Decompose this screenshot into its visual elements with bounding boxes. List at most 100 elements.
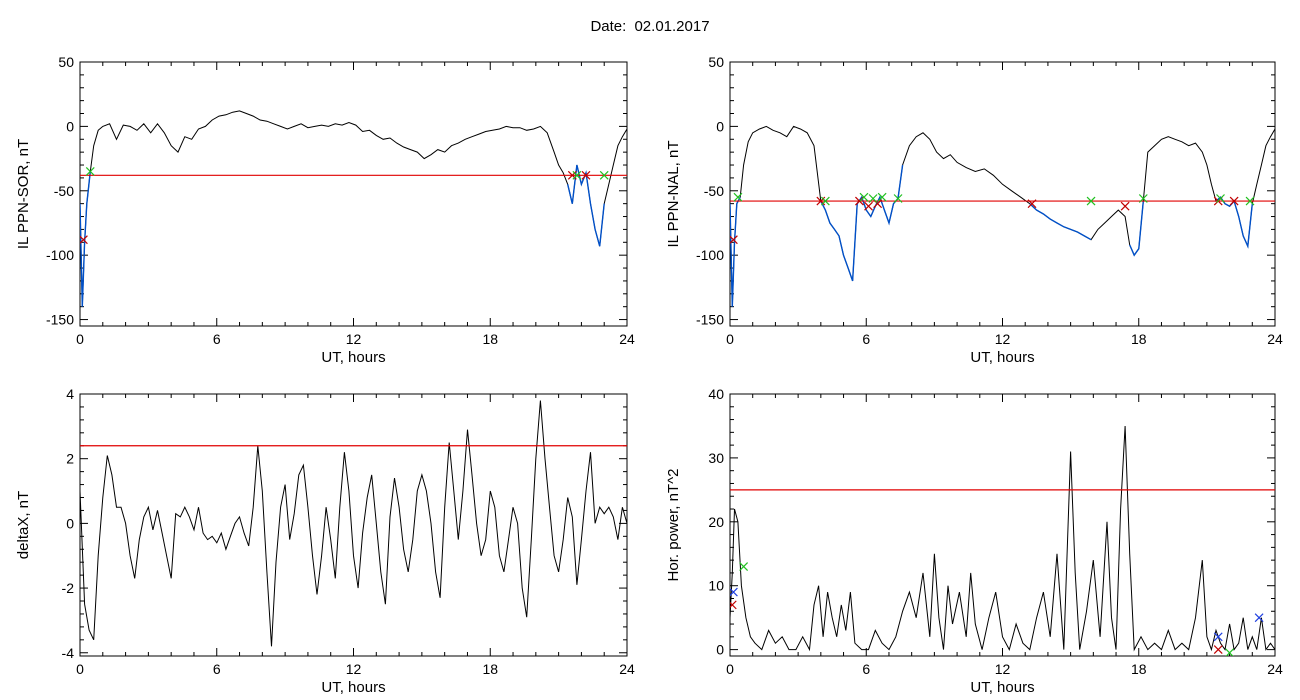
- onset-marker-stroke: [730, 235, 738, 244]
- onset-marker-stroke: [730, 600, 737, 608]
- end-marker: [85, 167, 95, 176]
- x-tick-label: 12: [995, 331, 1011, 347]
- end-marker-stroke: [1138, 194, 1148, 203]
- end-marker: [733, 192, 743, 202]
- onset-marker-stroke: [864, 201, 873, 211]
- y-tick-label: 50: [58, 54, 74, 70]
- x-axis-label: UT, hours: [970, 349, 1034, 366]
- y-tick-label: -150: [46, 312, 74, 328]
- x-tick-label: 12: [995, 661, 1011, 677]
- y-axis-label: IL PPN-SOR, nT: [15, 139, 32, 249]
- end-marker-stroke: [599, 170, 609, 180]
- onset-marker-stroke: [1213, 645, 1223, 655]
- x-tick-label: 6: [213, 661, 221, 677]
- extra-marker: [730, 587, 738, 597]
- onset-marker-stroke: [1120, 201, 1130, 211]
- y-tick-label: 50: [708, 54, 724, 70]
- plot-frame: [79, 61, 628, 327]
- plot-area: [80, 400, 627, 647]
- plot-frame: [729, 393, 1276, 657]
- end-marker-stroke: [820, 196, 830, 206]
- y-tick-label: -2: [62, 580, 75, 596]
- x-axis-label: UT, hours: [970, 679, 1034, 696]
- end-marker: [599, 170, 609, 180]
- x-tick-label: 24: [1267, 661, 1283, 677]
- x-tick-label: 18: [1131, 661, 1147, 677]
- page-title: Date: 02.01.2017: [0, 18, 1300, 35]
- chart-panel-4: 0 6 12 18 24 0 10 20 30 40 UT, hours Hor. power, nT…: [665, 386, 1283, 696]
- x-tick-label: 0: [726, 331, 734, 347]
- onset-marker: [80, 235, 88, 245]
- onset-marker: [1229, 196, 1239, 206]
- y-tick-label: -50: [704, 183, 724, 199]
- substorm-segment: [567, 164, 605, 247]
- onset-marker: [864, 201, 873, 211]
- onset-marker-stroke: [1229, 196, 1239, 206]
- x-tick-label: 6: [862, 331, 870, 347]
- x-axis-label: UT, hours: [321, 349, 385, 366]
- end-marker-stroke: [868, 194, 878, 203]
- date-label: Date:: [590, 18, 627, 35]
- data-line: [730, 125, 1275, 307]
- plot-area: [80, 110, 627, 307]
- plot-area: [730, 425, 1275, 656]
- onset-marker: [1213, 645, 1223, 655]
- y-axis-label: deltaX, nT: [15, 491, 32, 559]
- onset-marker: [1027, 199, 1037, 209]
- data-line: [730, 425, 1275, 652]
- end-marker: [868, 194, 878, 203]
- onset-marker-stroke: [873, 199, 883, 209]
- plot-frame: [79, 393, 628, 657]
- extra-marker-stroke: [1213, 632, 1223, 642]
- end-marker: [820, 196, 830, 206]
- y-tick-label: 0: [716, 118, 724, 134]
- onset-marker: [1120, 201, 1130, 211]
- substorm-segment: [730, 196, 741, 307]
- plot-area: [730, 125, 1275, 307]
- end-marker: [877, 192, 887, 202]
- end-marker-stroke: [1225, 648, 1235, 656]
- end-marker-stroke: [1216, 194, 1225, 203]
- y-tick-label: 40: [708, 386, 724, 402]
- onset-marker: [730, 235, 738, 245]
- y-tick-label: -100: [696, 247, 724, 263]
- y-tick-label: 20: [708, 514, 724, 530]
- x-tick-label: 24: [619, 331, 635, 347]
- end-marker-stroke: [572, 170, 582, 180]
- end-marker: [1138, 194, 1148, 203]
- end-marker: [572, 170, 582, 180]
- x-tick-label: 12: [346, 331, 362, 347]
- x-tick-label: 18: [1131, 331, 1147, 347]
- x-tick-label: 12: [346, 661, 362, 677]
- substorm-segment: [80, 171, 91, 307]
- x-tick-label: 0: [76, 331, 84, 347]
- y-axis-label: Hor. power, nT^2: [665, 469, 682, 582]
- end-marker-stroke: [859, 192, 869, 202]
- y-tick-label: -4: [62, 645, 75, 661]
- date-value: 02.01.2017: [634, 18, 710, 35]
- y-tick-label: 0: [66, 118, 74, 134]
- x-tick-label: 6: [213, 331, 221, 347]
- chart-panel-1: 0 6 12 18 24 -150 -100 -50 0 50 UT, hours IL PPN-SO…: [15, 54, 635, 366]
- extra-marker-stroke: [1254, 613, 1264, 623]
- end-marker-stroke: [733, 192, 743, 202]
- end-marker: [1086, 196, 1096, 206]
- x-tick-label: 0: [76, 661, 84, 677]
- y-tick-label: 2: [66, 451, 74, 467]
- end-marker: [893, 194, 903, 203]
- substorm-segment: [1029, 203, 1092, 241]
- extra-marker-stroke: [730, 587, 738, 597]
- end-marker: [1245, 196, 1255, 206]
- end-marker-stroke: [1086, 196, 1096, 206]
- x-tick-label: 24: [1267, 331, 1283, 347]
- y-tick-label: 30: [708, 450, 724, 466]
- onset-marker: [730, 600, 737, 610]
- end-marker-stroke: [739, 562, 749, 571]
- y-tick-label: -100: [46, 247, 74, 263]
- end-marker: [1216, 194, 1225, 203]
- x-tick-label: 18: [482, 661, 498, 677]
- end-marker-stroke: [877, 192, 887, 202]
- data-line: [80, 110, 627, 307]
